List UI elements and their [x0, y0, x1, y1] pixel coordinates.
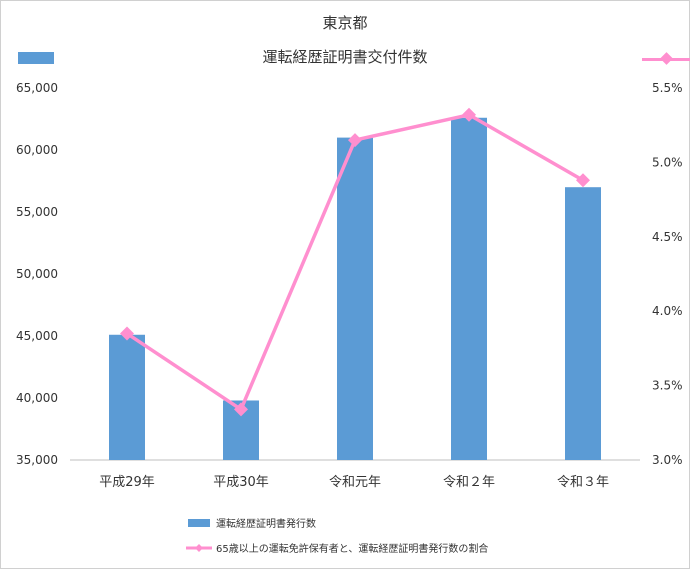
y-left-tick-label: 45,000 — [16, 329, 58, 343]
line-point — [234, 402, 248, 417]
top-left-series-swatch — [18, 52, 54, 64]
y-right-tick-label: 5.5% — [652, 81, 683, 95]
line-point — [120, 326, 134, 341]
x-tick-label: 令和３年 — [557, 475, 609, 490]
x-tick-label: 令和２年 — [443, 475, 495, 490]
y-left-tick-label: 60,000 — [16, 143, 58, 157]
y-right-tick-label: 4.5% — [652, 230, 683, 244]
y-right-tick-label: 3.0% — [652, 453, 683, 467]
legend-bar-label: 運転経歴証明書発行数 — [216, 517, 316, 530]
chart-title: 東京都 — [322, 14, 368, 32]
x-tick-label: 平成29年 — [99, 475, 155, 490]
y-right-tick-label: 3.5% — [652, 379, 683, 393]
bar — [337, 137, 373, 460]
y-left-tick-label: 65,000 — [16, 81, 58, 95]
y-left-tick-label: 35,000 — [16, 453, 58, 467]
bar — [109, 334, 145, 460]
x-tick-label: 平成30年 — [213, 475, 269, 490]
chart-subtitle: 運転経歴証明書交付件数 — [262, 48, 428, 66]
line-point — [576, 173, 590, 188]
line-point — [462, 107, 476, 122]
y-left-tick-label: 55,000 — [16, 205, 58, 219]
legend-bar-swatch — [188, 519, 210, 527]
x-tick-label: 令和元年 — [329, 475, 381, 490]
bar — [565, 187, 601, 460]
line-point — [348, 133, 362, 148]
y-right-tick-label: 5.0% — [652, 155, 683, 169]
y-left-tick-label: 40,000 — [16, 391, 58, 405]
legend-line-marker — [195, 544, 203, 552]
y-left-tick-label: 50,000 — [16, 267, 58, 281]
legend-line-label: 65歳以上の運転免許保有者と、運転経歴証明書発行数の割合 — [216, 542, 488, 555]
y-right-tick-label: 4.0% — [652, 304, 683, 318]
bar — [451, 117, 487, 460]
